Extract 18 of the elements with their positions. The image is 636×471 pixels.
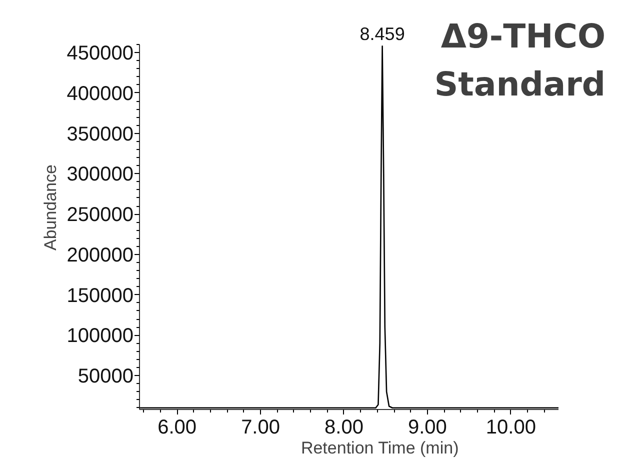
x-tick-label: 9.00: [408, 416, 447, 438]
x-tick-label: 10.00: [486, 416, 536, 438]
y-tick-label: 100000: [66, 325, 134, 348]
annotation: 8.459: [360, 24, 405, 44]
y-tick-label: 200000: [66, 244, 134, 266]
y-tick-label: 250000: [66, 204, 134, 226]
x-axis-title: Retention Time (min): [300, 438, 459, 458]
y-tick-label: 350000: [66, 123, 134, 146]
y-axis-title: Abundance: [40, 164, 60, 251]
y-tick-label: 400000: [66, 82, 134, 105]
y-tick-label: 300000: [66, 164, 134, 186]
y-tick-label: 50000: [78, 366, 134, 388]
x-tick-label: 7.00: [241, 416, 280, 438]
x-tick-label: 6.00: [158, 416, 197, 438]
x-tick-label: 8.00: [324, 416, 364, 438]
chart-title: Δ9-THCO Standard: [434, 16, 606, 104]
y-tick-label: 450000: [66, 42, 134, 65]
y-tick-label: 150000: [66, 284, 134, 307]
